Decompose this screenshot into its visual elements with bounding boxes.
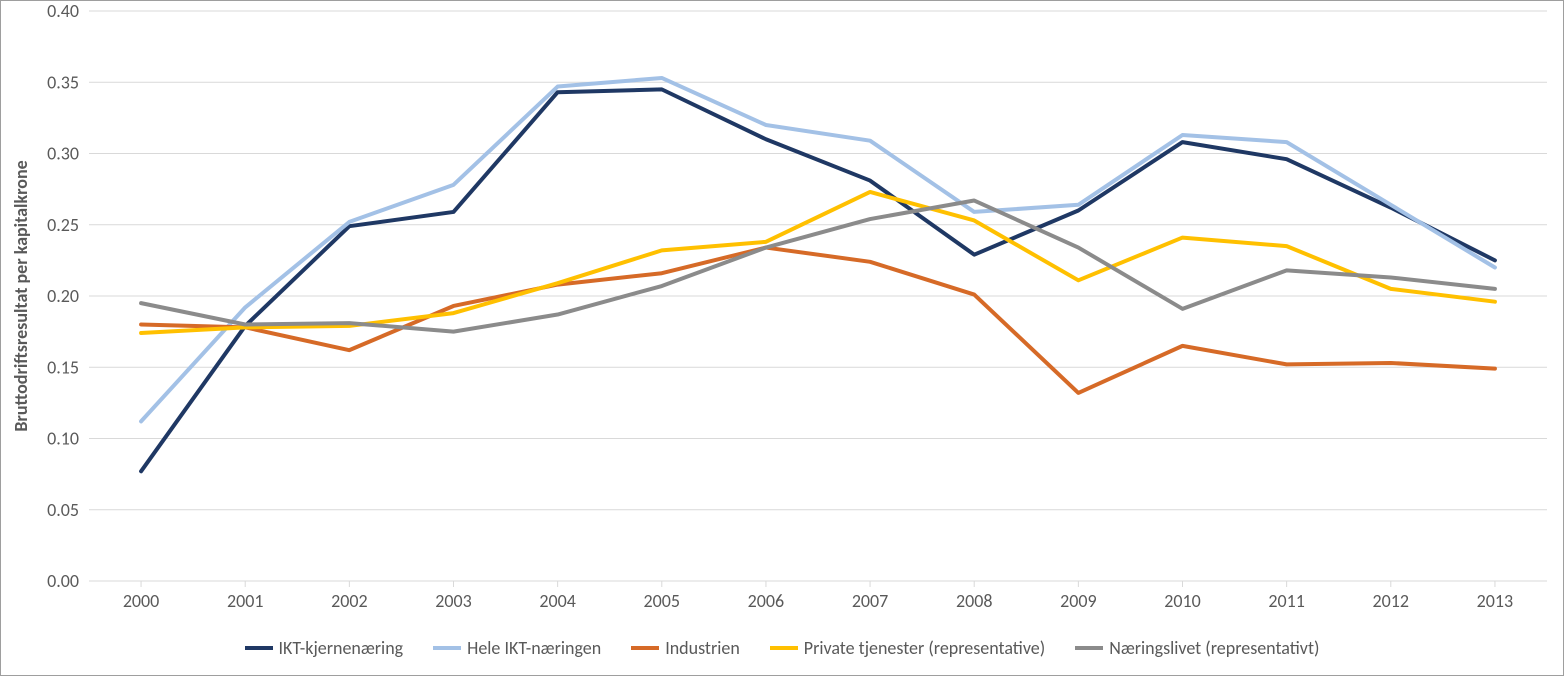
x-tick-label: 2007 [852,590,889,612]
legend-swatch [770,646,798,650]
x-tick-label: 2011 [1268,590,1305,612]
x-tick-label: 2012 [1373,590,1410,612]
y-tick-label: 0.10 [47,428,79,450]
legend-swatch [631,646,659,650]
x-tick-label: 2010 [1164,590,1201,612]
y-tick-label: 0.40 [47,1,79,22]
x-tick-label: 2001 [227,590,264,612]
legend-swatch [1075,646,1103,650]
x-tick-label: 2013 [1477,590,1514,612]
legend-label: Hele IKT-næringen [467,637,601,659]
legend-item: Hele IKT-næringen [433,637,601,659]
x-tick-label: 2008 [956,590,993,612]
x-tick-label: 2003 [435,590,472,612]
x-tick-label: 2009 [1060,590,1097,612]
y-tick-label: 0.15 [47,356,79,378]
x-tick-label: 2000 [123,590,160,612]
legend-label: Private tjenester (representative) [804,637,1045,659]
legend-item: Private tjenester (representative) [770,637,1045,659]
series-line [141,201,1495,332]
x-tick-label: 2002 [331,590,368,612]
x-tick-label: 2006 [748,590,785,612]
legend-item: Næringslivet (representativt) [1075,637,1319,659]
y-tick-label: 0.30 [47,143,79,165]
y-axis-title: Bruttodriftsresultat per kapitalkrone [10,160,32,431]
legend-item: IKT-kjernenæring [245,637,404,659]
legend-swatch [245,646,273,650]
y-tick-label: 0.00 [47,570,79,592]
x-tick-label: 2005 [644,590,681,612]
legend-label: IKT-kjernenæring [279,637,404,659]
y-tick-label: 0.35 [47,71,79,93]
series-line [141,192,1495,333]
legend-swatch [433,646,461,650]
line-chart: 0.00 0.05 0.10 0.15 0.20 0.25 0.30 0.35 0.40 2000… [0,0,1564,676]
legend: IKT-kjernenæring Hele IKT-næringen Industr… [1,637,1563,659]
legend-label: Næringslivet (representativt) [1109,637,1319,659]
legend-item: Industrien [631,637,740,659]
x-tick-label: 2004 [539,590,576,612]
chart-svg: 0.00 0.05 0.10 0.15 0.20 0.25 0.30 0.35 0.40 2000… [1,1,1564,677]
y-tick-label: 0.25 [47,214,79,236]
y-tick-label: 0.20 [47,285,79,307]
legend-label: Industrien [665,637,740,659]
y-tick-label: 0.05 [47,499,79,521]
